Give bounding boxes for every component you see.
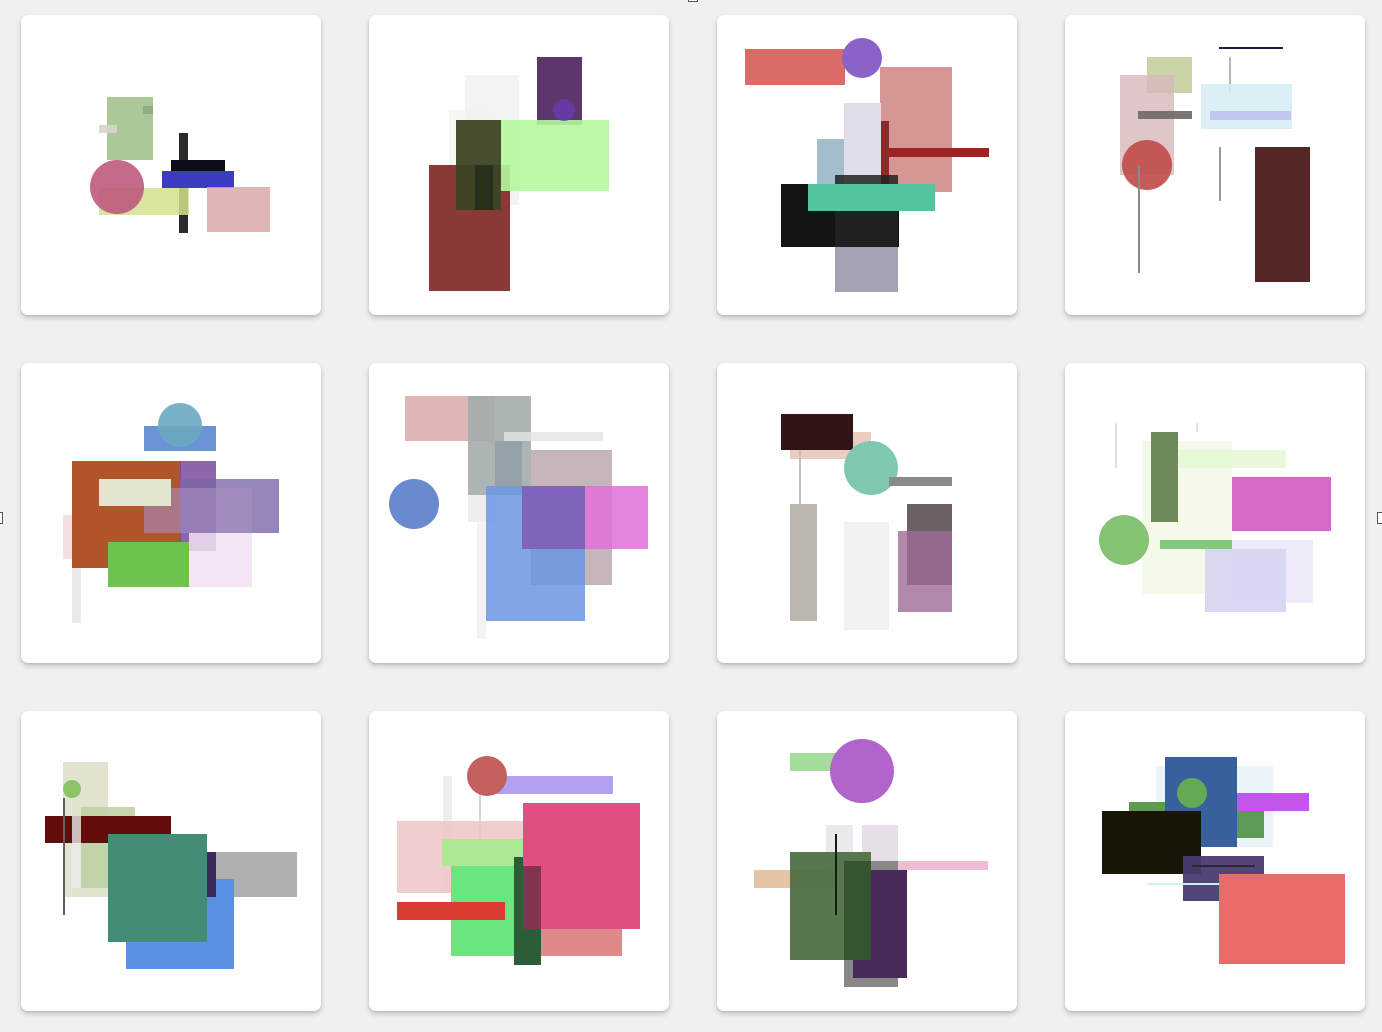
artwork-card[interactable] [369,363,669,663]
artwork-card[interactable] [369,711,669,1011]
artwork-card[interactable] [1065,15,1365,315]
abstract-composition-8 [1099,423,1331,612]
abstract-composition-9 [45,762,297,969]
abstract-composition-4 [1120,47,1310,282]
artwork-card[interactable] [717,15,1017,315]
artwork-card[interactable] [1065,363,1365,663]
artwork-card[interactable] [717,711,1017,1011]
abstract-composition-2 [429,57,609,291]
abstract-composition-11 [754,739,988,987]
abstract-composition-6 [389,396,648,639]
abstract-composition-3 [745,38,989,292]
selection-handle-top[interactable] [688,0,698,2]
artwork-card[interactable] [717,363,1017,663]
abstract-composition-5 [63,403,279,623]
abstract-composition-7 [781,414,952,630]
abstract-composition-10 [397,756,640,965]
artwork-card[interactable] [21,15,321,315]
artwork-card[interactable] [1065,711,1365,1011]
artwork-card[interactable] [21,711,321,1011]
abstract-composition-1 [90,97,270,233]
artwork-card[interactable] [21,363,321,663]
selection-handle-left[interactable] [0,512,3,524]
abstract-composition-12 [1102,757,1345,964]
artwork-card[interactable] [369,15,669,315]
selection-handle-right[interactable] [1377,512,1382,524]
